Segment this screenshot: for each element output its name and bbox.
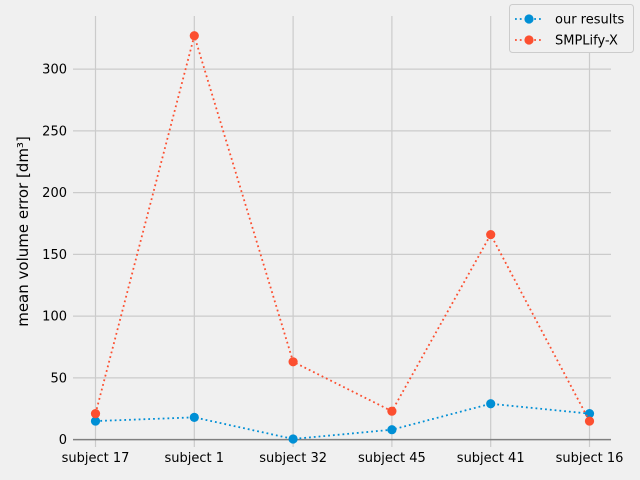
legend-item: our results [515, 13, 624, 28]
legend-label: SMPLify-X [555, 34, 618, 49]
x-tick-label: subject 41 [457, 451, 525, 466]
legend: our results SMPLify-X [509, 4, 634, 53]
x-tick-label: subject 17 [62, 451, 130, 466]
series-our-results [90, 399, 595, 444]
y-tick-label: 200 [42, 186, 67, 201]
data-point [288, 434, 298, 444]
y-tick-label: 250 [42, 124, 67, 139]
y-tick-label: 50 [50, 371, 67, 386]
x-tick-label: subject 32 [259, 451, 327, 466]
data-point [189, 31, 199, 41]
data-point [90, 416, 101, 426]
data-point [387, 406, 397, 416]
legend-label: our results [555, 13, 624, 28]
x-tick-label: subject 1 [165, 451, 225, 466]
series-smplify-x [90, 31, 595, 426]
data-point [90, 409, 101, 419]
y-tick-label: 300 [42, 63, 67, 78]
x-ticks: subject 17 subject 1 subject 32 subject 45 s… [62, 451, 624, 466]
legend-item: SMPLify-X [515, 34, 618, 49]
data-point [189, 412, 199, 422]
grid [73, 16, 611, 447]
data-point [288, 357, 298, 367]
series [90, 31, 595, 444]
x-tick-label: subject 16 [556, 451, 624, 466]
y-tick-label: 150 [42, 248, 67, 263]
y-tick-label: 0 [59, 433, 67, 448]
legend-marker [524, 35, 534, 45]
data-point [584, 416, 595, 426]
legend-marker [524, 14, 534, 24]
y-tick-label: 100 [42, 310, 67, 325]
series-line [94, 32, 591, 422]
data-point [486, 229, 496, 240]
y-ticks: 0 50 100 150 200 250 300 [42, 63, 67, 448]
series-line [95, 402, 590, 440]
x-tick-label: subject 45 [358, 451, 426, 466]
data-point [486, 399, 496, 409]
data-point [387, 425, 397, 435]
y-axis-label: mean volume error [dm³] [14, 136, 32, 327]
